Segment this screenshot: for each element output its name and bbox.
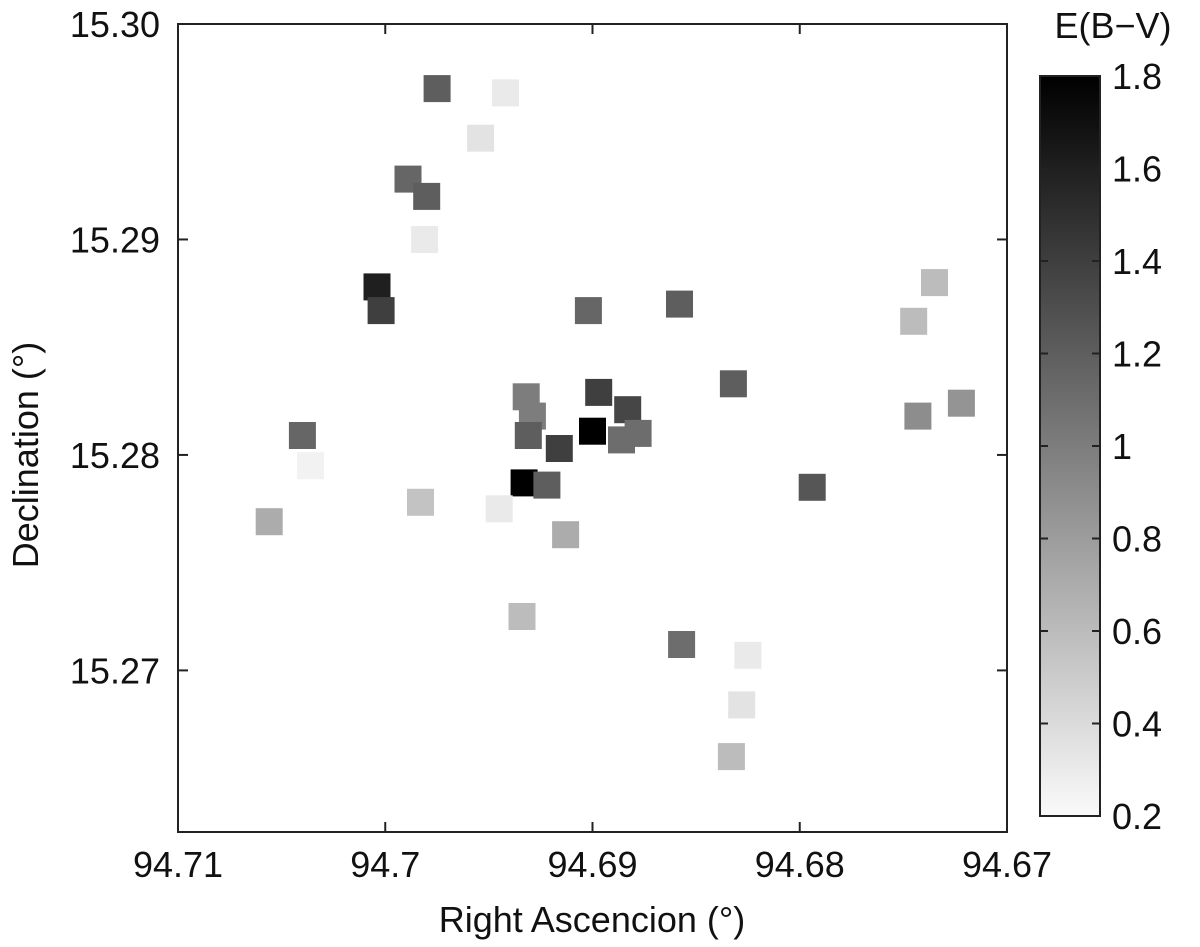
data-point [947, 389, 975, 417]
colorbar-tick-label: 0.8 [1112, 519, 1162, 560]
colorbar-tick-label: 1.2 [1112, 334, 1162, 375]
data-point [798, 473, 826, 501]
y-tick-label: 15.30 [70, 4, 160, 45]
axis-ticks: 94.71 94.7 94.69 94.68 94.67 15.27 15.28 15.29 1… [70, 4, 1052, 885]
x-tick-label: 94.68 [755, 844, 845, 885]
y-axis-title: Declination (°) [5, 342, 46, 568]
x-tick-label: 94.71 [133, 844, 223, 885]
data-point [297, 452, 325, 480]
data-point [510, 469, 538, 497]
data-point [423, 75, 451, 103]
data-point [668, 631, 696, 658]
colorbar-tick-label: 0.6 [1112, 611, 1162, 652]
data-point [413, 182, 441, 210]
data-point [514, 422, 542, 449]
colorbar-title: E(B−V) [1054, 5, 1171, 46]
y-tick-label: 15.27 [70, 650, 160, 691]
data-point [579, 417, 606, 445]
data-point [492, 79, 519, 107]
data-point [255, 508, 283, 536]
data-point [666, 290, 693, 318]
data-point [624, 419, 652, 447]
data-point [288, 422, 316, 449]
y-tick-label: 15.28 [70, 435, 160, 476]
data-point [485, 495, 513, 523]
colorbar-tick-label: 1.6 [1112, 149, 1162, 190]
colorbar-tick-label: 0.2 [1112, 796, 1162, 837]
data-point [585, 378, 613, 406]
x-tick-label: 94.67 [962, 844, 1052, 885]
data-point [367, 297, 395, 325]
colorbar-tick-label: 1 [1112, 426, 1132, 467]
data-point [717, 743, 745, 771]
y-tick-label: 15.29 [70, 219, 160, 260]
data-point [533, 471, 561, 499]
data-point [719, 370, 747, 398]
x-tick-label: 94.69 [547, 844, 637, 885]
colorbar-tick-label: 0.4 [1112, 704, 1162, 745]
data-point [411, 226, 439, 253]
data-point [552, 521, 580, 549]
x-axis-title: Right Ascencion (°) [439, 899, 746, 940]
data-point [900, 307, 928, 335]
data-point [508, 603, 536, 630]
colorbar-tick-label: 1.4 [1112, 241, 1162, 282]
data-point [363, 273, 391, 301]
data-point [734, 641, 762, 669]
data-point [407, 488, 434, 516]
data-point [467, 124, 495, 152]
colorbar-gradient [1039, 75, 1101, 817]
points-layer [255, 75, 975, 771]
data-point [728, 691, 756, 719]
x-tick-label: 94.7 [350, 844, 420, 885]
colorbar: 0.2 0.4 0.6 0.8 1 1.2 1.4 1.6 1.8 [1039, 56, 1162, 837]
data-point [574, 297, 602, 325]
colorbar-tick-label: 1.8 [1112, 56, 1162, 97]
data-point [921, 269, 948, 297]
data-point [545, 435, 573, 462]
data-point [614, 396, 642, 424]
data-point [904, 402, 932, 430]
